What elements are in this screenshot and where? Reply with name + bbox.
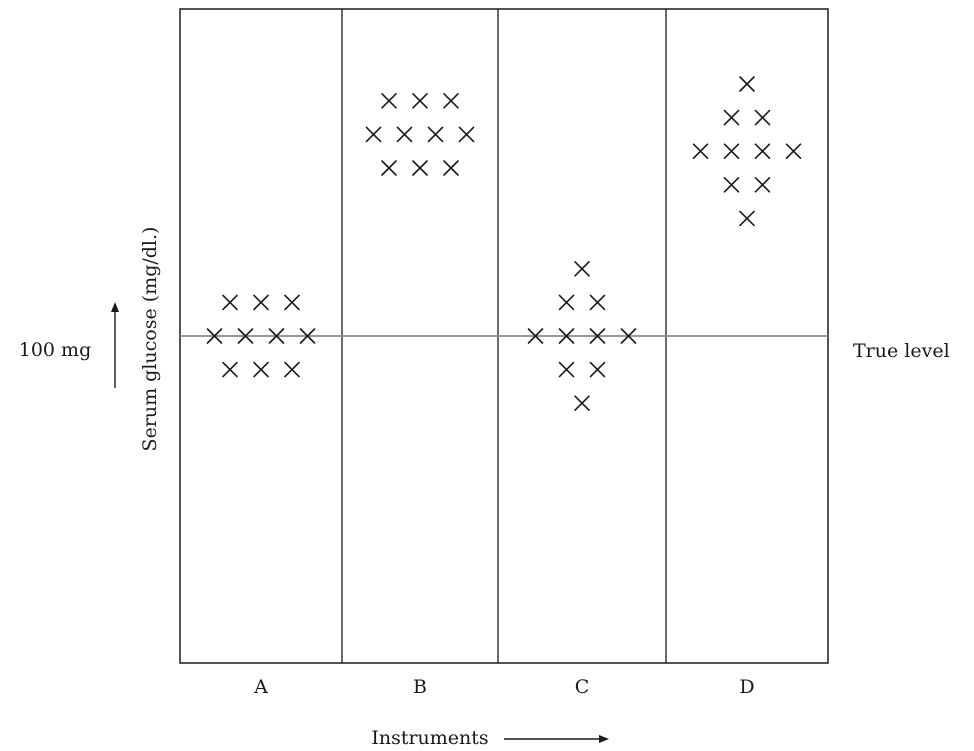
marker-d-10	[739, 210, 755, 227]
cross-stroke	[723, 143, 740, 159]
cross-stroke	[268, 328, 285, 344]
marker-a-1	[222, 294, 238, 311]
cross-stroke	[206, 328, 223, 344]
cross-stroke	[754, 143, 771, 159]
marker-d-1	[739, 76, 755, 92]
marker-c-9	[589, 361, 606, 378]
marker-a-9	[253, 361, 269, 378]
cross-stroke	[222, 361, 238, 378]
cross-stroke	[412, 93, 428, 109]
cross-stroke	[739, 210, 755, 227]
cross-stroke	[458, 126, 475, 143]
cross-stroke	[558, 294, 575, 311]
marker-a-6	[268, 328, 285, 344]
true-level-label: True level	[853, 340, 950, 362]
marker-d-6	[754, 143, 771, 159]
cross-stroke	[443, 160, 459, 176]
cross-stroke	[754, 109, 771, 126]
cross-stroke	[754, 177, 771, 193]
cross-stroke	[723, 177, 740, 193]
cross-stroke	[237, 328, 254, 344]
cross-stroke	[396, 126, 413, 143]
marker-b-10	[443, 160, 459, 176]
cross-stroke	[785, 143, 802, 159]
marker-b-2	[412, 93, 428, 109]
marker-d-9	[754, 177, 771, 193]
marker-a-10	[284, 361, 300, 378]
cross-stroke	[558, 328, 575, 344]
marker-b-9	[412, 160, 428, 176]
reference-value-label: 100 mg	[19, 339, 91, 361]
cross-stroke	[299, 328, 316, 344]
x-axis-arrow	[504, 735, 609, 743]
marker-a-8	[222, 361, 238, 378]
cross-stroke	[253, 294, 269, 311]
cross-stroke	[412, 160, 428, 176]
marker-d-3	[754, 109, 771, 126]
cross-stroke	[427, 126, 444, 143]
cross-stroke	[589, 361, 606, 378]
marker-c-3	[589, 294, 606, 311]
cross-stroke	[574, 260, 590, 277]
cross-stroke	[723, 109, 740, 126]
marker-b-4	[365, 126, 382, 143]
marker-d-5	[723, 143, 740, 159]
marker-c-4	[527, 328, 544, 344]
marker-b-5	[396, 126, 413, 143]
marker-c-1	[574, 260, 590, 277]
y-axis-label: Serum glucose (mg/dl.)	[139, 227, 161, 452]
cross-stroke	[620, 328, 637, 344]
marker-d-8	[723, 177, 740, 193]
cross-stroke	[381, 93, 397, 109]
cross-stroke	[443, 93, 459, 109]
data-markers	[206, 76, 802, 412]
x-tick-label-d: D	[739, 676, 754, 698]
marker-a-7	[299, 328, 316, 344]
cross-stroke	[365, 126, 382, 143]
cross-stroke	[222, 294, 238, 311]
cross-stroke	[589, 294, 606, 311]
marker-d-4	[692, 143, 709, 159]
marker-b-8	[381, 160, 397, 176]
marker-c-2	[558, 294, 575, 311]
marker-c-10	[574, 395, 590, 412]
cross-stroke	[574, 395, 590, 412]
x-tick-labels: A B C D	[253, 676, 754, 698]
y-axis-arrow	[111, 302, 119, 388]
marker-a-3	[284, 294, 300, 311]
marker-a-5	[237, 328, 254, 344]
x-tick-label-c: C	[575, 676, 590, 698]
marker-d-2	[723, 109, 740, 126]
marker-b-7	[458, 126, 475, 143]
cross-stroke	[589, 328, 606, 344]
marker-b-1	[381, 93, 397, 109]
cross-stroke	[527, 328, 544, 344]
marker-a-2	[253, 294, 269, 311]
marker-c-8	[558, 361, 575, 378]
cross-stroke	[381, 160, 397, 176]
marker-c-6	[589, 328, 606, 344]
cross-stroke	[284, 294, 300, 311]
cross-stroke	[284, 361, 300, 378]
x-axis-label: Instruments	[371, 727, 488, 749]
marker-c-7	[620, 328, 637, 344]
marker-b-3	[443, 93, 459, 109]
marker-b-6	[427, 126, 444, 143]
cross-stroke	[558, 361, 575, 378]
cross-stroke	[739, 76, 755, 92]
marker-c-5	[558, 328, 575, 344]
x-tick-label-a: A	[253, 676, 268, 698]
x-tick-label-b: B	[413, 676, 427, 698]
marker-d-7	[785, 143, 802, 159]
cross-stroke	[692, 143, 709, 159]
cross-stroke	[253, 361, 269, 378]
marker-a-4	[206, 328, 223, 344]
